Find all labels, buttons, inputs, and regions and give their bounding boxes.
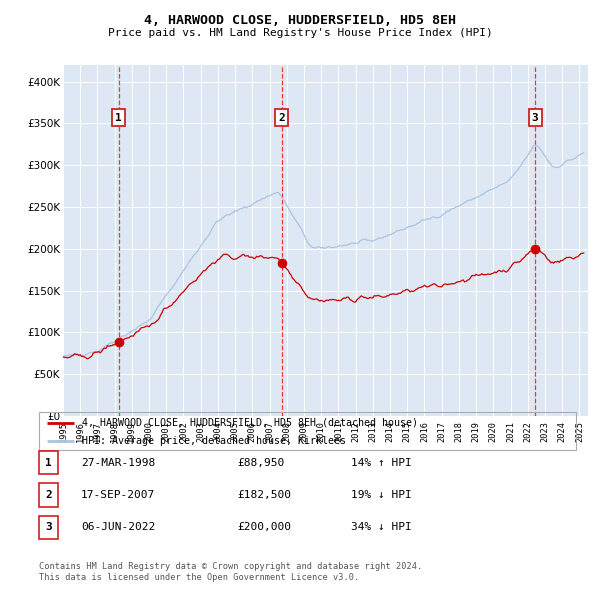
Text: 27-MAR-1998: 27-MAR-1998	[81, 458, 155, 467]
Text: Price paid vs. HM Land Registry's House Price Index (HPI): Price paid vs. HM Land Registry's House …	[107, 28, 493, 38]
Text: 19% ↓ HPI: 19% ↓ HPI	[351, 490, 412, 500]
Text: 14% ↑ HPI: 14% ↑ HPI	[351, 458, 412, 467]
Text: 2: 2	[45, 490, 52, 500]
Text: 4, HARWOOD CLOSE, HUDDERSFIELD, HD5 8EH: 4, HARWOOD CLOSE, HUDDERSFIELD, HD5 8EH	[144, 14, 456, 27]
Text: 34% ↓ HPI: 34% ↓ HPI	[351, 523, 412, 532]
Text: Contains HM Land Registry data © Crown copyright and database right 2024.: Contains HM Land Registry data © Crown c…	[39, 562, 422, 571]
Text: This data is licensed under the Open Government Licence v3.0.: This data is licensed under the Open Gov…	[39, 572, 359, 582]
Text: £200,000: £200,000	[237, 523, 291, 532]
Text: 1: 1	[45, 458, 52, 467]
Text: £182,500: £182,500	[237, 490, 291, 500]
Text: £88,950: £88,950	[237, 458, 284, 467]
Text: 4, HARWOOD CLOSE, HUDDERSFIELD, HD5 8EH (detached house): 4, HARWOOD CLOSE, HUDDERSFIELD, HD5 8EH …	[82, 418, 418, 428]
Text: HPI: Average price, detached house, Kirklees: HPI: Average price, detached house, Kirk…	[82, 437, 346, 447]
Text: 3: 3	[45, 523, 52, 532]
Text: 2: 2	[278, 113, 285, 123]
Text: 1: 1	[115, 113, 122, 123]
Text: 06-JUN-2022: 06-JUN-2022	[81, 523, 155, 532]
Text: 3: 3	[532, 113, 539, 123]
Text: 17-SEP-2007: 17-SEP-2007	[81, 490, 155, 500]
